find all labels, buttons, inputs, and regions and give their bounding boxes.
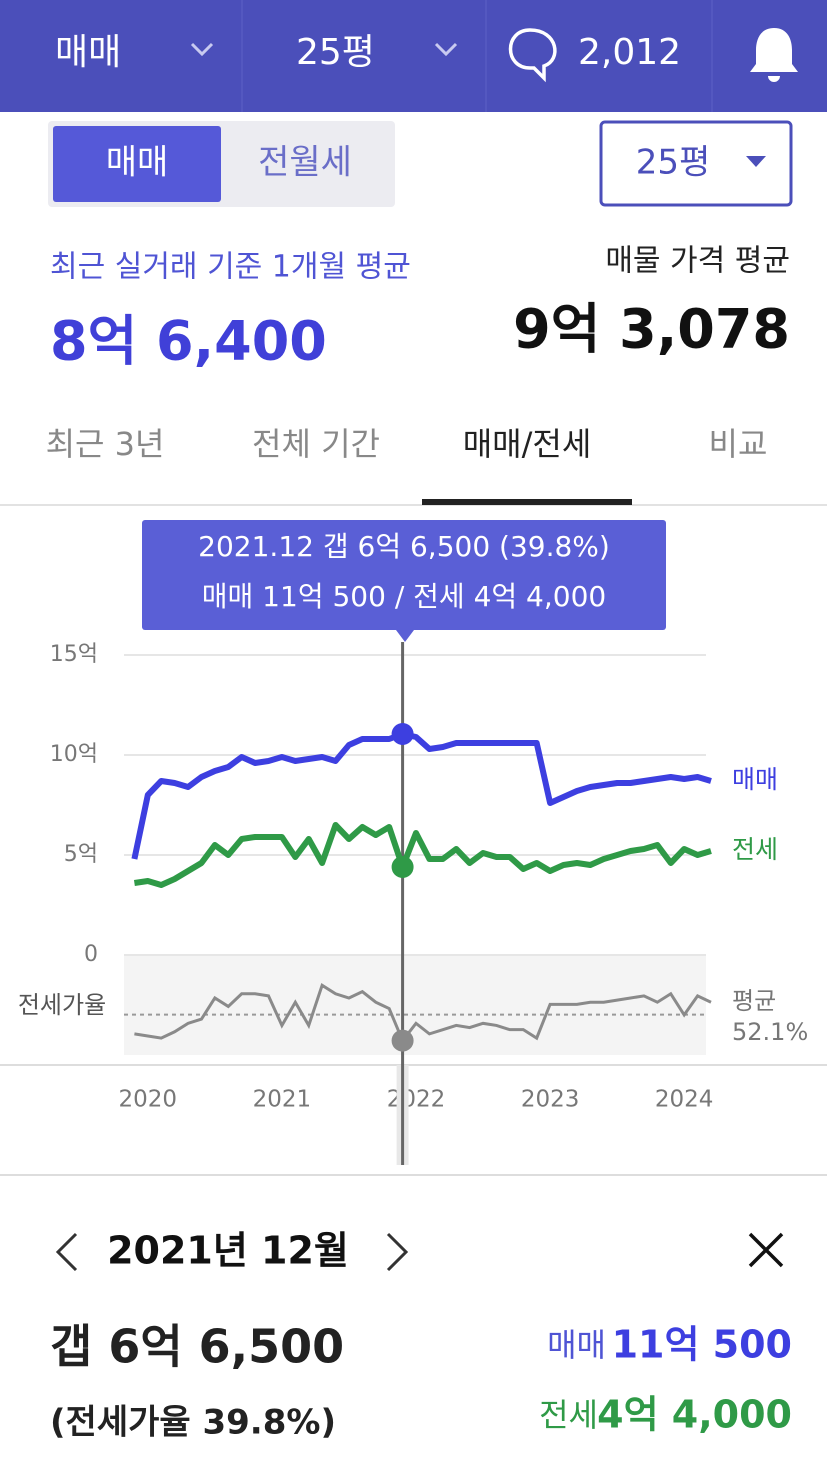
x-tick-label: 2024 <box>655 1087 714 1113</box>
x-tick-label: 2021 <box>253 1087 312 1113</box>
series-line <box>131 731 712 860</box>
cursor-dot <box>391 723 414 745</box>
area-dropdown[interactable] <box>599 120 793 207</box>
average-label: 평균 <box>732 987 776 1015</box>
detail-gap: 갭 6억 6,500 <box>50 1320 344 1374</box>
x-tick-label: 2023 <box>521 1087 580 1113</box>
tooltip <box>142 520 666 630</box>
tooltip-line: 2021.12 갭 6억 6,500 (39.8%) <box>198 530 610 563</box>
chevron <box>190 42 214 57</box>
toggle-option[interactable]: 전월세 <box>258 143 352 183</box>
detail-panel <box>0 1175 827 1476</box>
detail-month: 2021년 12월 <box>107 1229 349 1273</box>
trade-type-select[interactable]: 매매 <box>55 32 121 73</box>
recent-price: 8억 6,400 <box>50 310 327 373</box>
tab-active[interactable]: 매매/전세 <box>463 425 592 463</box>
toggle-option[interactable]: 매매 <box>106 143 169 183</box>
listing-label: 매물 가격 평균 <box>605 244 790 279</box>
comment-count[interactable]: 2,012 <box>578 32 681 73</box>
dropdown-arrow <box>746 156 766 167</box>
next-button[interactable] <box>386 1232 409 1272</box>
ratio-label: 전세가율 <box>18 991 106 1019</box>
bell-icon[interactable] <box>750 28 798 82</box>
recent-label: 최근 실거래 기준 1개월 평균 <box>50 250 411 285</box>
detail-jeonse-label: 전세 <box>539 1396 598 1434</box>
series-label: 매매 <box>732 765 778 794</box>
area-dropdown-label: 25평 <box>636 143 711 183</box>
tab[interactable]: 비교 <box>709 425 768 463</box>
y-tick-label: 5억 <box>64 842 98 867</box>
tooltip-line: 매매 11억 500 / 전세 4억 4,000 <box>202 580 606 613</box>
top-bar <box>0 0 827 112</box>
series-label: 전세 <box>732 835 778 864</box>
y-tick-label: 0 <box>84 942 98 967</box>
tab-indicator <box>422 499 632 505</box>
area-select[interactable]: 25평 <box>296 32 375 73</box>
comment-icon <box>508 28 557 83</box>
average-value: 52.1% <box>732 1018 808 1046</box>
cursor-dot <box>391 1029 414 1052</box>
series-line <box>133 822 712 888</box>
detail-jeonse-price: 4억 4,000 <box>597 1393 792 1437</box>
tab[interactable]: 전체 기간 <box>252 425 380 463</box>
x-tick-label: 2020 <box>119 1087 178 1113</box>
tooltip-arrow <box>396 630 414 642</box>
prev-button[interactable] <box>55 1232 78 1272</box>
close-button[interactable] <box>748 1232 784 1268</box>
listing-price: 9억 3,078 <box>513 298 790 361</box>
detail-sale-label: 매매 <box>547 1326 606 1364</box>
detail-sale-price: 11억 500 <box>612 1323 792 1367</box>
ratio-line <box>134 983 712 1044</box>
tab[interactable]: 최근 3년 <box>46 425 165 463</box>
x-tick-label: 2022 <box>387 1087 446 1113</box>
chevron <box>434 42 458 57</box>
ratio-band <box>124 955 706 1055</box>
y-tick-label: 10억 <box>50 742 98 767</box>
cursor-dot <box>391 856 414 878</box>
toggle-active[interactable] <box>53 126 221 202</box>
detail-ratio: (전세가율 39.8%) <box>50 1403 336 1443</box>
y-tick-label: 15억 <box>50 642 98 667</box>
